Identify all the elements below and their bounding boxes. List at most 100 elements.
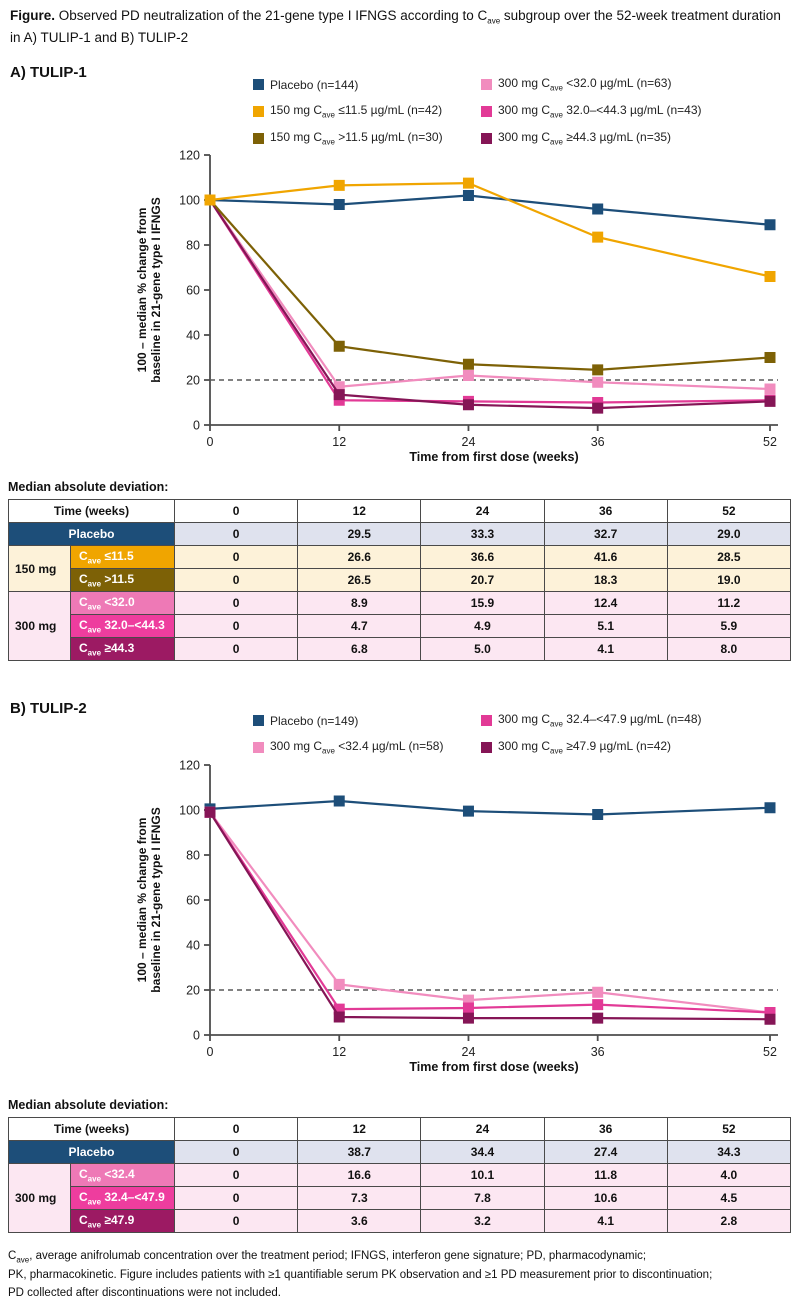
- mad-value-cell: 7.3: [297, 1186, 422, 1210]
- legend-label: 300 mg Cave ≥44.3 µg/mL (n=35): [498, 130, 672, 147]
- y-tick-label: 100: [179, 804, 200, 818]
- y-tick-label: 20: [186, 374, 200, 388]
- legend-item: 300 mg Cave <32.0 µg/mL (n=63): [481, 76, 702, 93]
- figure-title-pre: Observed PD neutralization of the 21-gen…: [55, 8, 488, 23]
- data-point-marker: [462, 190, 474, 201]
- cave-subscript: ave: [87, 1197, 102, 1207]
- cave-subscript: ave: [550, 719, 563, 729]
- mad-value-cell: 3.2: [420, 1209, 545, 1233]
- cave-subgroup-label: Cave >11.5: [70, 568, 175, 592]
- mad-value-cell: 0: [173, 614, 299, 638]
- data-point-marker: [592, 1012, 604, 1024]
- data-point-marker: [592, 364, 604, 376]
- legend-item: 300 mg Cave 32.4–<47.9 µg/mL (n=48): [481, 712, 702, 729]
- cave-subscript: ave: [550, 137, 563, 147]
- panel-b-legend: Placebo (n=149) 300 mg Cave 32.4–<47.9 µg…: [253, 712, 702, 756]
- table-header-time: Time (weeks): [8, 1117, 175, 1141]
- mad-value-cell: 28.5: [666, 545, 792, 569]
- cave-subgroup-label: Cave ≥44.3: [70, 637, 175, 661]
- mad-value-cell: 16.6: [297, 1163, 422, 1187]
- data-point-marker: [204, 194, 216, 206]
- tulip-2-mad-table: Time (weeks) 0 12 24 36 52 Placebo 0 38.7 34.4 27.…: [8, 1117, 792, 1233]
- y-tick-label: 60: [186, 894, 200, 908]
- series-line: [209, 811, 771, 1021]
- mad-value-cell: 5.1: [543, 614, 668, 638]
- mad-value-cell: 26.5: [297, 568, 422, 592]
- data-point-marker: [333, 978, 345, 990]
- placebo-value-cell: 34.4: [420, 1140, 545, 1164]
- panel-b-heading: B) TULIP-2: [10, 700, 87, 717]
- data-point-marker: [592, 999, 604, 1011]
- mad-value-cell: 0: [173, 1163, 299, 1187]
- data-point-marker: [462, 994, 474, 1006]
- data-point-marker: [333, 179, 345, 191]
- legend-label: 300 mg Cave <32.4 µg/mL (n=58): [270, 739, 444, 756]
- y-axis-title: baseline in 21-gene type I IFNGS: [149, 807, 163, 992]
- data-point-marker: [764, 1007, 776, 1018]
- legend-item: 150 mg Cave ≤11.5 µg/mL (n=42): [253, 103, 481, 120]
- data-point-marker: [764, 352, 776, 363]
- cave-subgroup-label: Cave ≥47.9: [70, 1209, 175, 1233]
- cave-subscript: ave: [16, 1255, 30, 1265]
- series-line: [209, 811, 771, 1014]
- data-point-marker: [462, 805, 474, 817]
- cave-subscript: ave: [550, 746, 563, 756]
- mad-value-cell: 11.8: [543, 1163, 668, 1187]
- data-point-marker: [592, 203, 604, 215]
- y-tick-label: 100: [179, 194, 200, 208]
- data-point-marker: [333, 1003, 345, 1015]
- y-axis-title: 100 – median % change from: [135, 818, 149, 983]
- y-tick-label: 80: [186, 849, 200, 863]
- y-tick-label: 40: [186, 329, 200, 343]
- cave-subgroup-label: Cave 32.4–<47.9: [70, 1186, 175, 1210]
- x-tick-label: 36: [591, 435, 605, 449]
- table-header-week: 52: [666, 499, 792, 523]
- data-point-marker: [592, 376, 604, 388]
- table-header-week: 24: [420, 1117, 545, 1141]
- panel-a-heading: A) TULIP-1: [10, 64, 87, 81]
- legend-label: 300 mg Cave 32.4–<47.9 µg/mL (n=48): [498, 712, 702, 729]
- data-point-marker: [462, 1002, 474, 1014]
- data-point-marker: [333, 795, 345, 807]
- mad-value-cell: 4.1: [543, 1209, 668, 1233]
- y-tick-label: 40: [186, 939, 200, 953]
- legend-label: 150 mg Cave ≤11.5 µg/mL (n=42): [270, 103, 443, 120]
- mad-value-cell: 20.7: [420, 568, 545, 592]
- mad-value-cell: 5.9: [666, 614, 792, 638]
- legend-label: 300 mg Cave ≥47.9 µg/mL (n=42): [498, 739, 672, 756]
- data-point-marker: [204, 806, 216, 818]
- data-point-marker: [764, 271, 776, 282]
- legend-swatch-icon: [481, 106, 492, 117]
- cave-subgroup-label: Cave <32.4: [70, 1163, 175, 1187]
- data-point-marker: [462, 1012, 474, 1024]
- cave-subscript: ave: [550, 110, 563, 120]
- series-line: [209, 799, 771, 816]
- legend-item: Placebo (n=144): [253, 76, 481, 93]
- y-tick-label: 0: [193, 1029, 200, 1043]
- placebo-value-cell: 29.0: [666, 522, 792, 546]
- x-tick-label: 36: [591, 1045, 605, 1059]
- mad-value-cell: 0: [173, 591, 299, 615]
- data-point-marker: [592, 986, 604, 998]
- figure-footnote: Cave, average anifrolumab concentration …: [8, 1250, 713, 1299]
- data-point-marker: [764, 1013, 776, 1025]
- data-point-marker: [333, 389, 345, 401]
- data-point-marker: [333, 340, 345, 352]
- tulip-1-mad-table: Time (weeks) 0 12 24 36 52 Placebo 0 29.5 33.3 32.…: [8, 499, 792, 661]
- mad-value-cell: 0: [173, 1209, 299, 1233]
- x-tick-label: 24: [462, 435, 476, 449]
- data-point-marker: [764, 802, 776, 814]
- legend-swatch-icon: [481, 133, 492, 144]
- legend-swatch-icon: [253, 79, 264, 90]
- placebo-value-cell: 0: [173, 1140, 299, 1164]
- mad-value-cell: 0: [173, 568, 299, 592]
- mad-value-cell: 2.8: [666, 1209, 792, 1233]
- mad-value-cell: 8.0: [666, 637, 792, 661]
- data-point-marker: [764, 395, 776, 407]
- data-point-marker: [462, 370, 474, 381]
- legend-swatch-icon: [253, 715, 264, 726]
- data-point-marker: [592, 809, 604, 820]
- placebo-row-label: Placebo: [8, 1140, 175, 1164]
- figure-title-post: subgroup over the 52-week treatment dura…: [10, 8, 781, 45]
